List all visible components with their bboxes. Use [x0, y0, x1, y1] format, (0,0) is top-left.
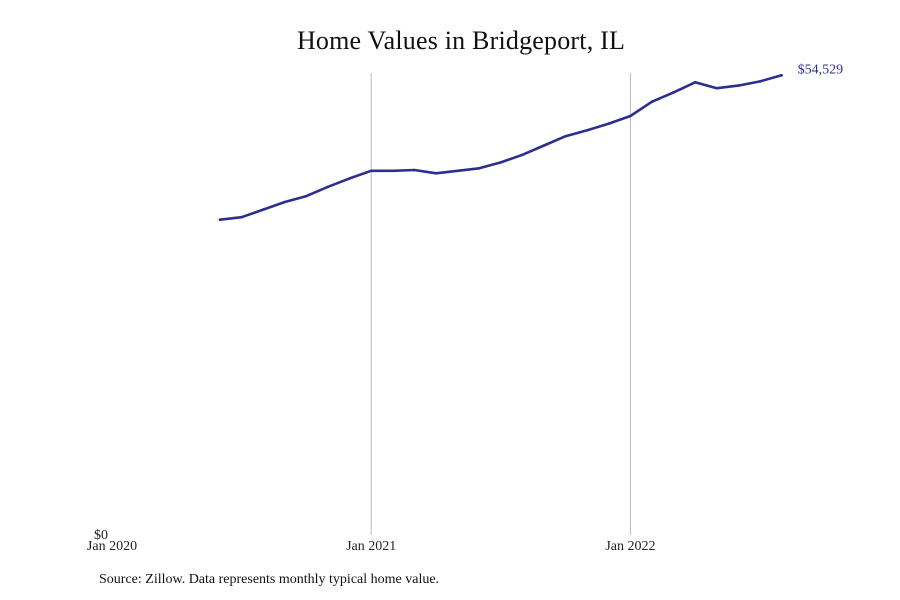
data-point-2020-12 — [348, 177, 351, 180]
source-note: Source: Zillow. Data represents monthly … — [99, 572, 440, 587]
x-tick-label-2: Jan 2022 — [605, 539, 655, 554]
data-point-2020-08 — [261, 208, 265, 211]
data-point-2021-07 — [499, 161, 503, 164]
data-point-2021-05 — [456, 169, 459, 173]
data-point-2020-06 — [218, 218, 222, 221]
data-point-2022-06 — [737, 84, 740, 87]
data-point-2022-05 — [715, 86, 719, 90]
label-layer: Jan 2020 Jan 2021 Jan 2022 $0 $54,529 — [87, 62, 843, 554]
data-point-2021-06 — [477, 167, 481, 170]
data-point-2021-03 — [413, 168, 416, 172]
data-point-2022-07 — [758, 80, 762, 83]
data-point-2021-12 — [607, 122, 611, 125]
data-point-2021-10 — [564, 134, 567, 138]
x-tick-label-0: Jan 2020 — [87, 539, 137, 554]
data-point-2021-08 — [521, 153, 524, 157]
data-point-2022-04 — [693, 81, 697, 84]
data-point-2022-03 — [672, 91, 675, 94]
series-layer — [218, 74, 783, 221]
data-point-2020-10 — [305, 194, 308, 198]
data-point-2022-08 — [780, 74, 783, 77]
chart-title: Home Values in Bridgeport, IL — [296, 26, 626, 55]
data-point-2020-11 — [326, 185, 330, 189]
data-point-2021-11 — [585, 129, 589, 132]
data-point-2021-09 — [542, 144, 546, 147]
data-point-2020-09 — [283, 200, 287, 204]
series-line-home-value — [218, 74, 783, 221]
data-point-2022-01 — [629, 114, 632, 118]
data-point-2021-02 — [391, 169, 395, 173]
data-point-2021-01 — [369, 169, 373, 173]
data-point-2022-02 — [650, 100, 654, 103]
data-point-2021-04 — [434, 172, 438, 175]
data-point-2020-07 — [240, 215, 243, 219]
grid-layer — [370, 73, 631, 535]
x-tick-label-1: Jan 2021 — [346, 539, 396, 554]
end-value-label: $54,529 — [798, 62, 844, 77]
y-tick-label-0: $0 — [94, 528, 108, 543]
